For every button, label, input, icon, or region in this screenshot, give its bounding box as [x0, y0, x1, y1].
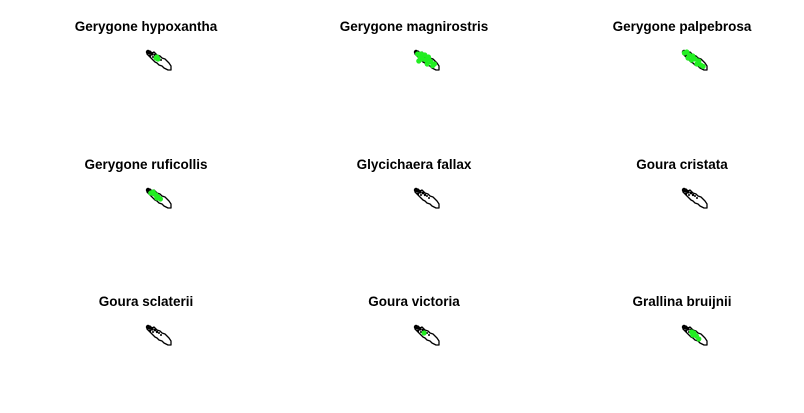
map-panel: Gerygone palpebrosa — [548, 0, 804, 137]
island-outline — [414, 188, 440, 209]
map-plot — [145, 49, 172, 71]
map-plot — [413, 324, 440, 346]
land-detail — [420, 194, 422, 196]
land-detail — [691, 193, 695, 197]
map-panel: Gerygone hypoxantha — [12, 0, 280, 137]
land-detail — [689, 191, 693, 195]
panel-title: Gerygone hypoxantha — [74, 19, 218, 34]
occurrence-point — [431, 61, 437, 67]
map-panel: Glycichaera fallax — [280, 138, 548, 275]
land-detail — [684, 329, 688, 333]
panel-title: Goura cristata — [636, 157, 728, 172]
panel-title: Glycichaera fallax — [356, 157, 472, 172]
land-detail — [688, 194, 690, 196]
land-detail — [418, 190, 422, 194]
land-detail — [416, 192, 420, 196]
occurrence-point — [700, 63, 706, 69]
map-plot — [681, 324, 708, 346]
panel-title: Goura victoria — [368, 294, 460, 309]
land-detail — [420, 331, 422, 333]
map-plot — [681, 187, 708, 209]
occurrence-point — [153, 55, 159, 61]
occurrence-point — [425, 54, 431, 60]
map-plot — [413, 187, 440, 209]
map-plot — [145, 324, 172, 346]
land-detail — [150, 52, 154, 56]
land-detail — [148, 54, 152, 58]
land-detail — [148, 329, 152, 333]
island-outline — [682, 325, 708, 346]
occurrence-point — [689, 57, 695, 63]
panel-title: Gerygone ruficollis — [84, 157, 208, 172]
land-detail — [152, 331, 154, 333]
occurrence-point — [151, 191, 157, 197]
occurrence-point — [424, 61, 430, 67]
land-detail — [686, 327, 690, 331]
island-outline — [682, 188, 708, 209]
map-panel: Goura cristata — [548, 138, 804, 275]
land-detail — [421, 191, 425, 195]
land-detail — [686, 190, 690, 194]
occurrence-point — [421, 330, 427, 336]
island-outline — [414, 325, 440, 346]
land-detail — [428, 334, 430, 336]
land-detail — [426, 195, 428, 197]
map-plot — [681, 49, 708, 71]
map-panel: Goura victoria — [280, 275, 548, 412]
land-detail — [158, 332, 160, 334]
land-detail — [428, 197, 430, 199]
panel-title: Gerygone magnirostris — [339, 19, 489, 34]
land-detail — [160, 334, 162, 336]
land-detail — [423, 193, 427, 197]
panel-title: Gerygone palpebrosa — [612, 19, 752, 34]
land-detail — [416, 329, 420, 333]
panel-title: Goura sclaterii — [98, 294, 194, 309]
map-plot — [413, 49, 440, 71]
land-detail — [418, 327, 422, 331]
land-detail — [694, 195, 696, 197]
map-panel: Gerygone magnirostris — [280, 0, 548, 137]
island-outline — [146, 50, 172, 71]
occurrence-point — [690, 332, 696, 338]
map-plot — [145, 187, 172, 209]
occurrence-point — [696, 336, 702, 342]
land-detail — [684, 192, 688, 196]
occurrence-point — [417, 54, 423, 60]
land-detail — [150, 327, 154, 331]
panel-title: Grallina bruijnii — [632, 294, 732, 309]
land-detail — [696, 197, 698, 199]
map-panel: Goura sclaterii — [12, 275, 280, 412]
map-panel: Gerygone ruficollis — [12, 138, 280, 275]
occurrence-point — [416, 58, 422, 64]
occurrence-point — [154, 195, 160, 201]
land-detail — [155, 330, 159, 334]
land-detail — [152, 56, 154, 58]
island-outline — [146, 325, 172, 346]
land-detail — [153, 328, 157, 332]
map-panel: Grallina bruijnii — [548, 275, 804, 412]
occurrence-point — [694, 61, 700, 67]
